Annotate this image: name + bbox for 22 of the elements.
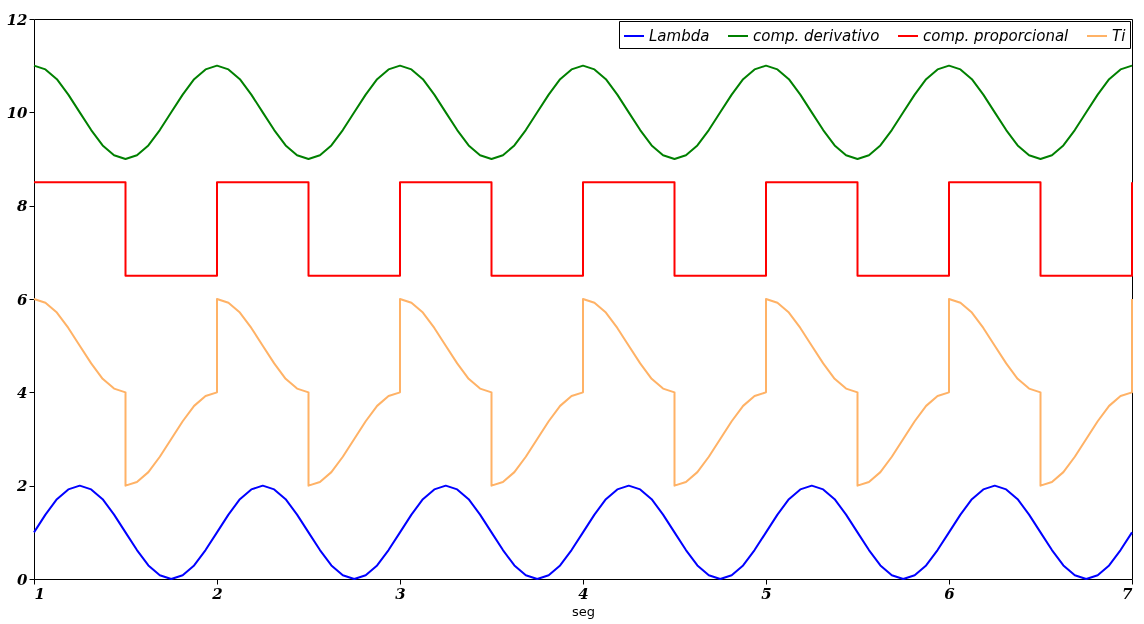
line-series (33, 64, 1133, 160)
y-tick-label: 0 (17, 570, 29, 589)
y-tick-label: 6 (17, 290, 29, 309)
legend-label: comp. proporcional (923, 27, 1070, 45)
line-series (33, 484, 1133, 580)
x-tick-label: 3 (395, 584, 406, 603)
legend-label: comp. derivativo (753, 27, 880, 45)
line-series (33, 298, 1133, 487)
y-tick-label: 12 (6, 10, 28, 29)
legend-label: Ti (1112, 27, 1127, 45)
y-tick-label: 8 (17, 197, 29, 216)
x-tick-label: 2 (211, 584, 223, 603)
x-axis-title: seg (571, 603, 596, 619)
x-tick-label: 7 (1122, 584, 1134, 603)
x-tick-label: 4 (578, 584, 589, 603)
legend-label: Lambda (649, 27, 710, 45)
y-tick-label: 10 (6, 103, 29, 122)
y-tick-label: 2 (16, 477, 28, 496)
x-tick-label: 5 (761, 584, 772, 603)
x-tick-label: 6 (944, 584, 956, 603)
y-tick-label: 4 (17, 383, 28, 402)
x-tick-label: 1 (34, 584, 45, 603)
